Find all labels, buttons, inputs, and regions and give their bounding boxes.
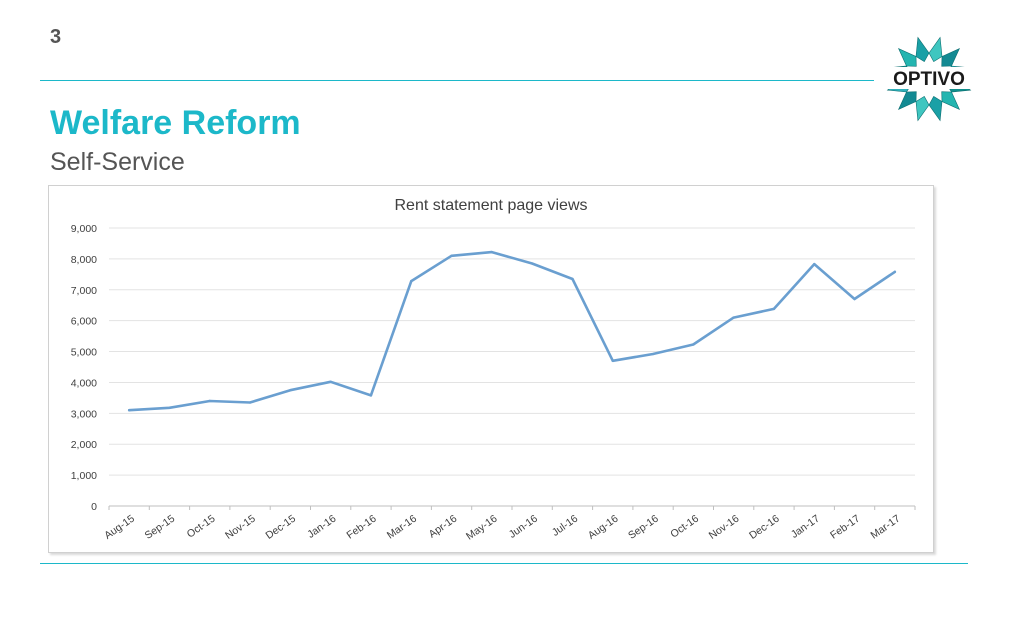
- data-point: [248, 401, 252, 404]
- x-tick-label: Aug-15: [102, 513, 137, 542]
- data-point: [410, 279, 413, 283]
- data-point: [692, 343, 695, 346]
- header-divider: [40, 80, 874, 81]
- logo-petal: [897, 47, 917, 67]
- data-point: [772, 307, 776, 311]
- y-tick-label: 3,000: [71, 408, 97, 420]
- footer-divider: [40, 563, 968, 564]
- y-tick-label: 1,000: [71, 470, 97, 482]
- data-point: [651, 352, 655, 356]
- data-point: [289, 388, 292, 392]
- page-subtitle: Self-Service: [50, 148, 185, 176]
- x-tick-label: Dec-16: [747, 513, 782, 542]
- x-tick-label: Aug-16: [586, 513, 621, 542]
- data-point: [490, 250, 494, 254]
- x-tick-label: Mar-17: [868, 513, 902, 542]
- x-tick-label: Sep-15: [143, 513, 178, 542]
- x-tick-label: Oct-15: [185, 513, 218, 541]
- logo-petal: [941, 47, 961, 67]
- logo-petal: [941, 91, 961, 111]
- data-point: [530, 262, 534, 265]
- data-point: [168, 406, 171, 409]
- logo-petal: [915, 36, 930, 63]
- x-tick-label: May-16: [464, 513, 500, 543]
- x-tick-label: Nov-15: [223, 513, 258, 542]
- x-tick-label: Jun-16: [507, 513, 540, 541]
- x-tick-label: Dec-15: [263, 513, 298, 542]
- data-point: [369, 394, 373, 397]
- x-tick-label: Feb-17: [828, 513, 862, 542]
- logo-petal: [928, 36, 943, 63]
- data-point: [450, 254, 453, 257]
- data-point: [611, 359, 614, 363]
- y-tick-label: 0: [91, 501, 97, 513]
- page-title: Welfare Reform: [50, 104, 301, 142]
- x-tick-label: Jul-16: [550, 513, 580, 539]
- y-tick-label: 6,000: [71, 316, 97, 328]
- x-tick-label: Oct-16: [668, 513, 701, 541]
- data-point: [571, 277, 574, 281]
- logo-petal: [928, 95, 943, 122]
- x-tick-label: Jan-16: [305, 513, 338, 541]
- line-chart: Rent statement page views 0 1,000 2,000 3,0…: [71, 197, 916, 543]
- data-point: [893, 270, 897, 274]
- logo-petal: [897, 91, 917, 111]
- y-tick-label: 2,000: [71, 439, 97, 451]
- x-tick-label: Mar-16: [385, 513, 419, 542]
- data-point: [127, 409, 131, 412]
- y-tick-label: 7,000: [71, 285, 97, 297]
- slide-number: 3: [50, 26, 62, 48]
- y-tick-label: 4,000: [71, 377, 97, 389]
- x-tick-label: Nov-16: [707, 513, 742, 542]
- chart-title: Rent statement page views: [395, 197, 588, 214]
- x-tick-label: Sep-16: [626, 513, 661, 542]
- series-line: [127, 250, 897, 412]
- data-point: [813, 262, 816, 266]
- x-tick-label: Jan-17: [789, 513, 822, 541]
- data-point: [853, 297, 856, 301]
- chart-container: Rent statement page views 0 1,000 2,000 3,0…: [48, 185, 934, 553]
- data-point: [329, 380, 332, 384]
- data-point: [732, 316, 735, 319]
- y-tick-label: 8,000: [71, 254, 97, 266]
- data-point: [208, 399, 211, 403]
- logo-text: OPTIVO: [893, 69, 965, 90]
- optivo-logo: OPTIVO: [886, 36, 972, 122]
- logo-petal: [915, 95, 930, 122]
- x-tick-label: Apr-16: [427, 513, 460, 541]
- y-tick-label: 5,000: [71, 347, 97, 359]
- x-tick-label: Feb-16: [345, 513, 379, 542]
- y-tick-label: 9,000: [71, 223, 97, 235]
